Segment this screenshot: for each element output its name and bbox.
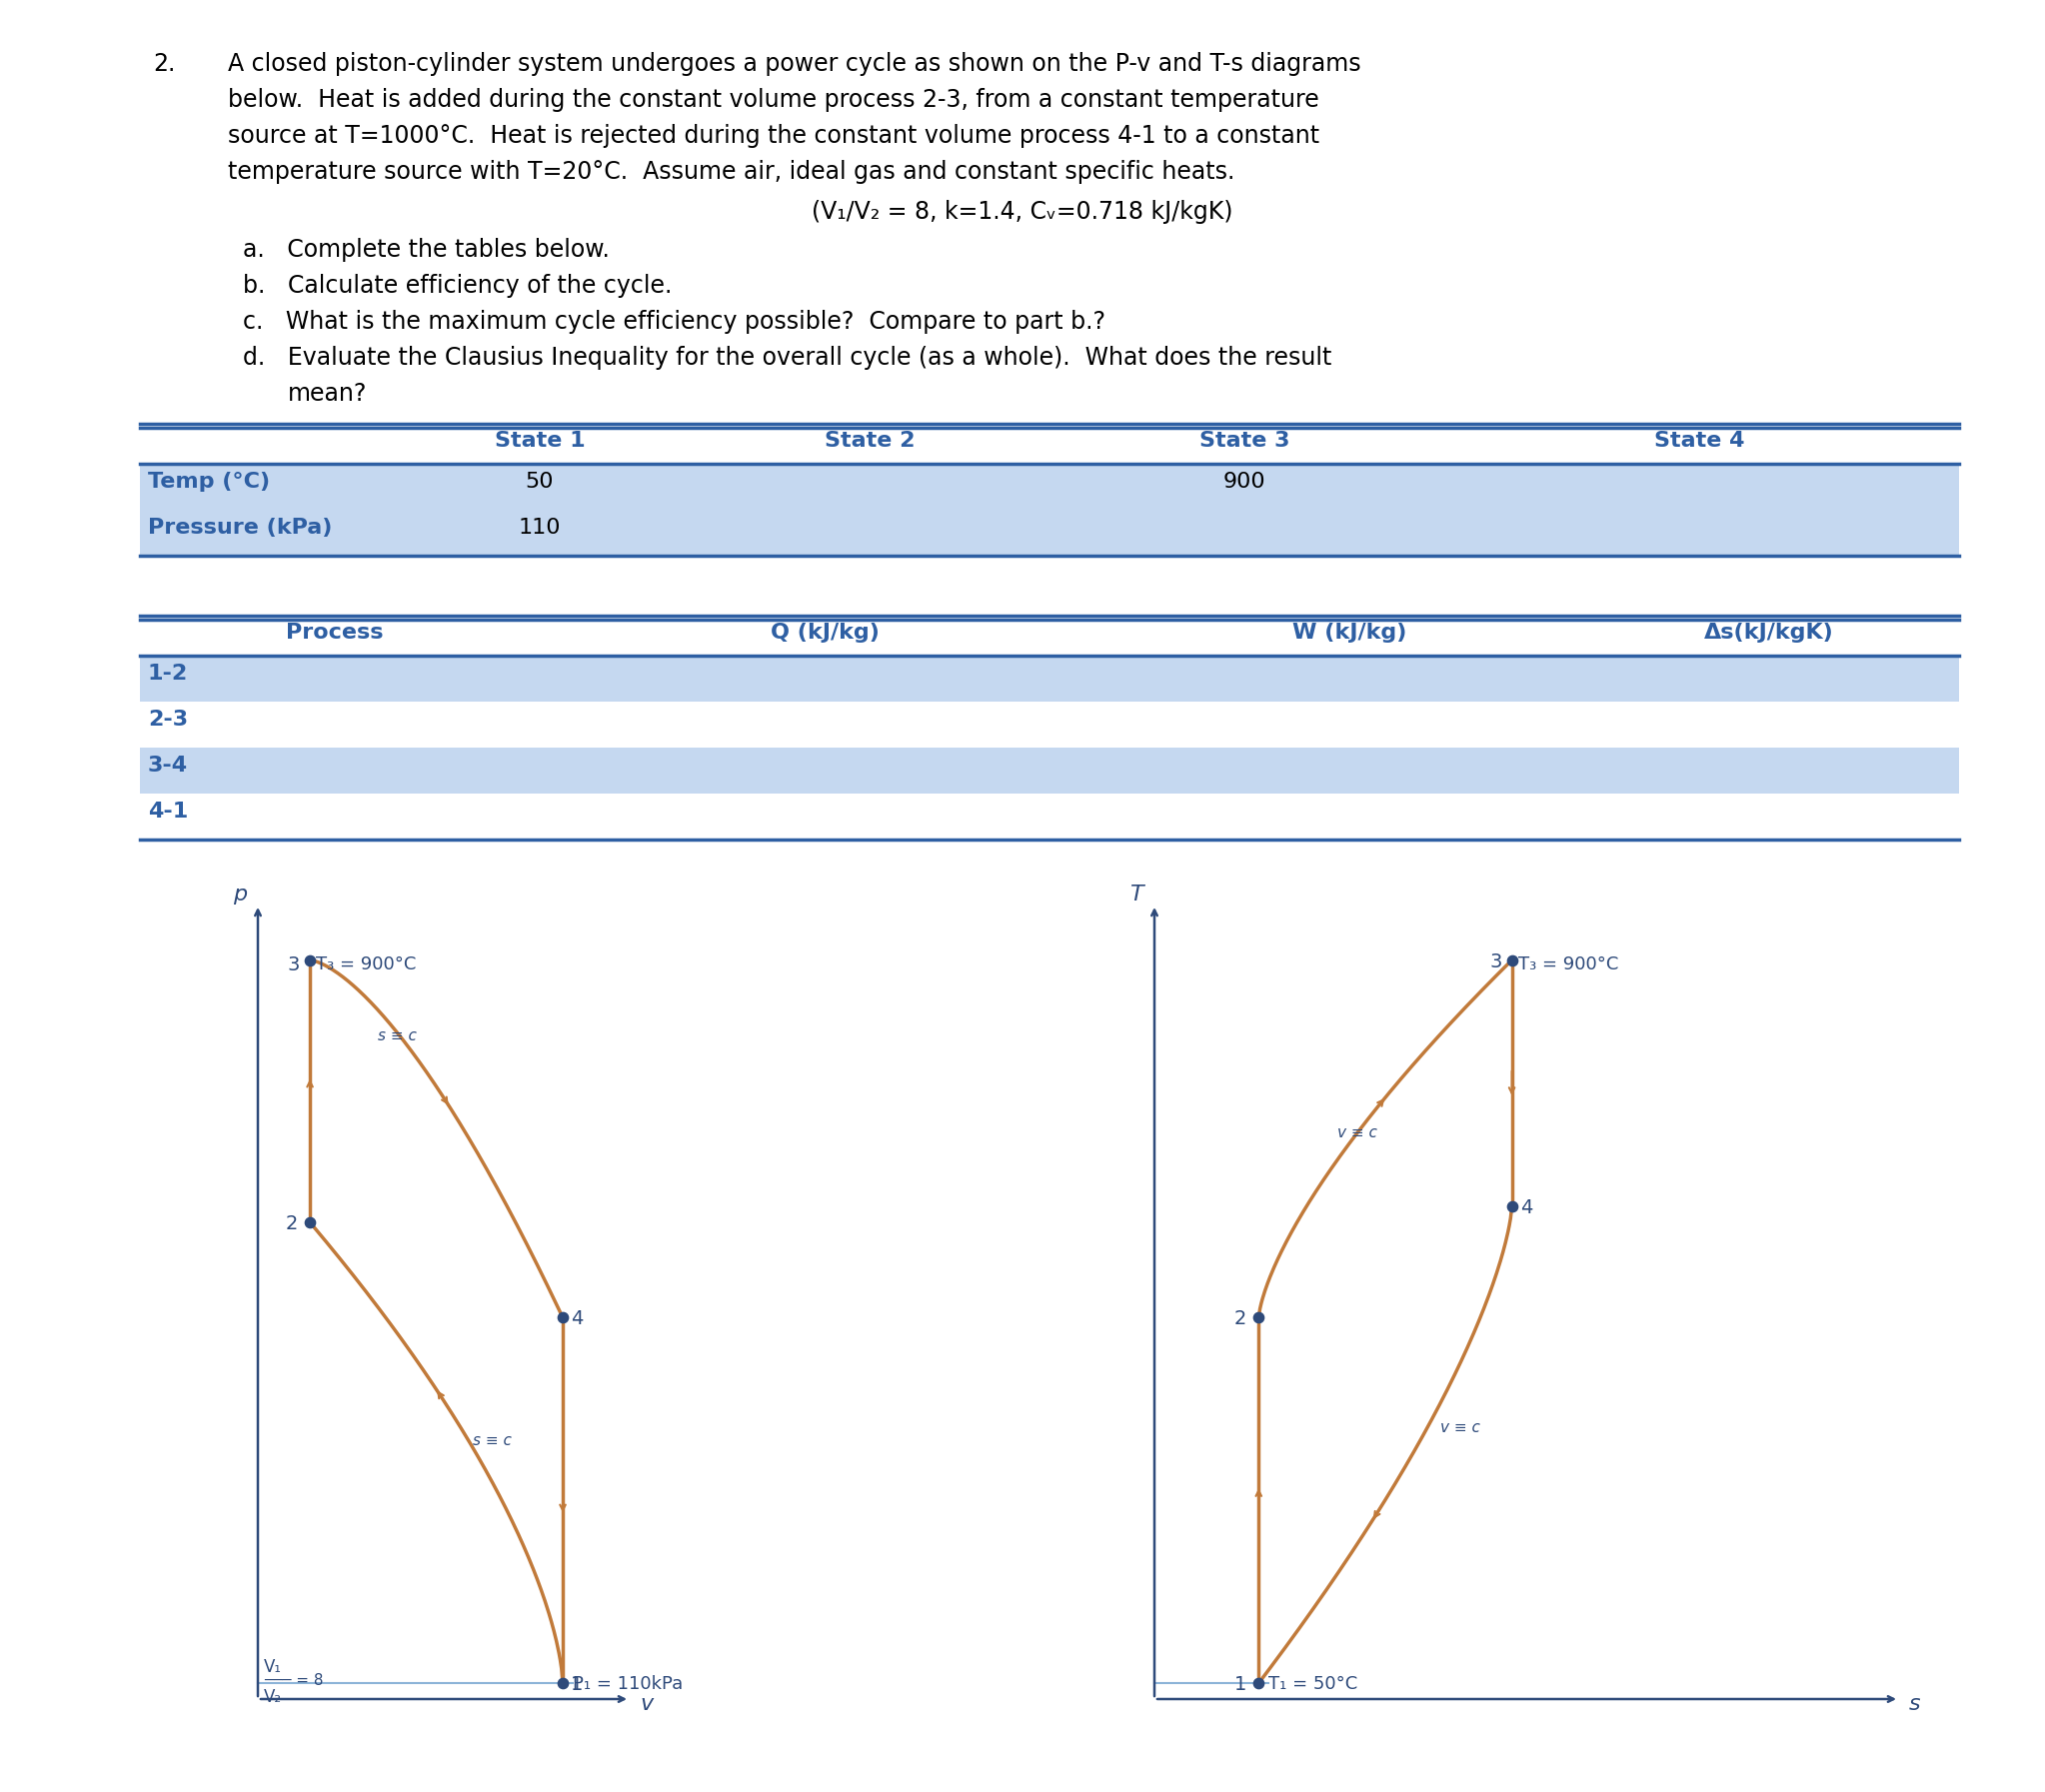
Text: 50: 50 bbox=[526, 471, 554, 491]
Text: 1: 1 bbox=[571, 1676, 583, 1693]
Point bbox=[294, 946, 327, 975]
Text: V₁: V₁ bbox=[264, 1658, 282, 1676]
Point bbox=[1241, 1668, 1274, 1697]
Text: v: v bbox=[640, 1693, 652, 1713]
Text: 4: 4 bbox=[1519, 1199, 1532, 1217]
Text: a.   Complete the tables below.: a. Complete the tables below. bbox=[243, 238, 609, 262]
Text: v ≡ c: v ≡ c bbox=[1337, 1125, 1376, 1140]
Text: d.   Evaluate the Clausius Inequality for the overall cycle (as a whole).  What : d. Evaluate the Clausius Inequality for … bbox=[243, 346, 1331, 369]
Text: T₃ = 900°C: T₃ = 900°C bbox=[315, 955, 417, 973]
Bar bbox=[139, 464, 1959, 509]
Bar bbox=[139, 656, 1959, 702]
Text: State 3: State 3 bbox=[1198, 430, 1290, 452]
Text: State 2: State 2 bbox=[824, 430, 914, 452]
Text: T: T bbox=[1129, 885, 1143, 905]
Text: p: p bbox=[233, 885, 247, 905]
Text: P₁ = 110kPa: P₁ = 110kPa bbox=[573, 1676, 683, 1693]
Text: source at T=1000°C.  Heat is rejected during the constant volume process 4-1 to : source at T=1000°C. Heat is rejected dur… bbox=[227, 124, 1319, 149]
Text: s: s bbox=[1910, 1693, 1920, 1713]
Text: T₁ = 50°C: T₁ = 50°C bbox=[1268, 1676, 1358, 1693]
Text: 110: 110 bbox=[519, 518, 560, 538]
Text: 1-2: 1-2 bbox=[147, 663, 188, 683]
Text: s ≡ c: s ≡ c bbox=[378, 1029, 417, 1043]
Point bbox=[1495, 946, 1528, 975]
Text: T₃ = 900°C: T₃ = 900°C bbox=[1517, 955, 1618, 973]
Text: V₂: V₂ bbox=[264, 1688, 282, 1706]
Text: 2: 2 bbox=[1235, 1310, 1247, 1328]
Text: State 4: State 4 bbox=[1654, 430, 1744, 452]
Text: (V₁/V₂ = 8, k=1.4, Cᵥ=0.718 kJ/kgK): (V₁/V₂ = 8, k=1.4, Cᵥ=0.718 kJ/kgK) bbox=[812, 201, 1233, 224]
Text: v ≡ c: v ≡ c bbox=[1440, 1421, 1481, 1435]
Text: 4: 4 bbox=[571, 1310, 583, 1328]
Point bbox=[546, 1303, 579, 1331]
Point bbox=[1241, 1303, 1274, 1331]
Text: Pressure (kPa): Pressure (kPa) bbox=[147, 518, 331, 538]
Text: 900: 900 bbox=[1223, 471, 1266, 491]
Point bbox=[1495, 1192, 1528, 1220]
Point bbox=[546, 1668, 579, 1697]
Text: W (kJ/kg): W (kJ/kg) bbox=[1292, 622, 1407, 643]
Bar bbox=[139, 747, 1959, 794]
Bar bbox=[139, 509, 1959, 556]
Text: mean?: mean? bbox=[288, 382, 368, 405]
Point bbox=[294, 1208, 327, 1236]
Text: 2-3: 2-3 bbox=[147, 710, 188, 729]
Text: 4-1: 4-1 bbox=[147, 801, 188, 821]
Text: s ≡ c: s ≡ c bbox=[472, 1434, 511, 1448]
Text: 2: 2 bbox=[286, 1215, 299, 1233]
Text: 3: 3 bbox=[1489, 952, 1501, 971]
Text: Q (kJ/kg): Q (kJ/kg) bbox=[771, 622, 879, 643]
Text: ─── = 8: ─── = 8 bbox=[264, 1674, 323, 1688]
Text: b.   Calculate efficiency of the cycle.: b. Calculate efficiency of the cycle. bbox=[243, 274, 673, 297]
Text: Temp (°C): Temp (°C) bbox=[147, 471, 270, 491]
Text: 2.: 2. bbox=[153, 52, 176, 75]
Text: 1: 1 bbox=[1235, 1676, 1247, 1693]
Text: State 1: State 1 bbox=[495, 430, 585, 452]
Text: 3: 3 bbox=[288, 955, 301, 975]
Text: Δs(kJ/kgK): Δs(kJ/kgK) bbox=[1703, 622, 1834, 643]
Text: c.   What is the maximum cycle efficiency possible?  Compare to part b.?: c. What is the maximum cycle efficiency … bbox=[243, 310, 1106, 333]
Text: 3-4: 3-4 bbox=[147, 756, 188, 776]
Text: Process: Process bbox=[286, 622, 384, 643]
Text: below.  Heat is added during the constant volume process 2-3, from a constant te: below. Heat is added during the constant… bbox=[227, 88, 1319, 111]
Text: temperature source with T=20°C.  Assume air, ideal gas and constant specific hea: temperature source with T=20°C. Assume a… bbox=[227, 159, 1235, 185]
Text: A closed piston-cylinder system undergoes a power cycle as shown on the P-v and : A closed piston-cylinder system undergoe… bbox=[227, 52, 1362, 75]
